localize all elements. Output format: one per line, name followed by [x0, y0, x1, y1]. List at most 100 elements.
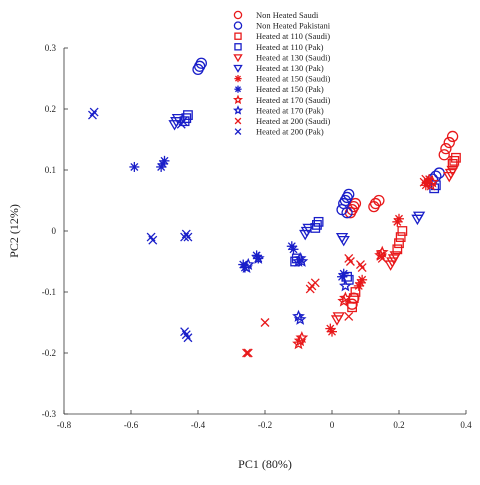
- data-point: [440, 142, 452, 155]
- marker-shape: [328, 327, 336, 336]
- marker-shape: [233, 10, 243, 20]
- legend-marker: [234, 32, 242, 40]
- marker-shape: [146, 232, 156, 242]
- x-tick-label: -0.2: [258, 420, 272, 430]
- legend-label: Heated at 130 (Pak): [256, 63, 324, 73]
- legend-marker: [232, 105, 244, 115]
- marker-shape: [393, 217, 402, 226]
- data-point: [295, 331, 309, 344]
- marker-shape: [181, 330, 191, 340]
- data-point: [392, 216, 403, 227]
- marker-shape: [354, 281, 363, 290]
- marker-shape: [438, 149, 450, 161]
- marker-shape: [339, 291, 352, 304]
- x-tick-label: 0.4: [460, 420, 472, 430]
- marker-shape: [339, 279, 352, 292]
- marker-shape: [305, 284, 315, 294]
- data-point: [299, 229, 312, 241]
- data-point: [330, 315, 344, 326]
- data-point: [447, 158, 458, 169]
- axes: -0.8 -0.6 -0.4 -0.2 0 0.2 0.4 -0.3 -0.2 -0.1 0 0.1 0…: [42, 43, 472, 430]
- legend-marker: [234, 85, 242, 93]
- legend-marker: [233, 64, 243, 73]
- legend-label: Heated at 170 (Saudi): [256, 95, 331, 105]
- marker-shape: [426, 175, 439, 188]
- data-point: [350, 287, 361, 297]
- marker-shape: [451, 152, 461, 163]
- legend-label: Heated at 110 (Pak): [256, 42, 324, 52]
- data-point: [346, 298, 358, 310]
- x-tick-label: -0.4: [191, 420, 206, 430]
- data-point: [368, 200, 380, 213]
- marker-shape: [233, 21, 243, 30]
- marker-shape: [345, 257, 355, 266]
- marker-shape: [234, 32, 242, 40]
- marker-shape: [234, 75, 242, 82]
- data-point: [344, 311, 354, 321]
- data-point: [129, 161, 140, 172]
- legend-label: Heated at 200 (Pak): [256, 127, 324, 137]
- marker-shape: [232, 94, 244, 105]
- data-point: [339, 291, 352, 304]
- marker-shape: [292, 309, 305, 322]
- marker-shape: [440, 142, 452, 155]
- marker-shape: [313, 216, 324, 227]
- marker-shape: [293, 312, 307, 325]
- marker-shape: [346, 298, 358, 310]
- data-point: [178, 116, 188, 126]
- data-point: [357, 274, 368, 285]
- marker-shape: [178, 116, 188, 126]
- y-tick-label: -0.3: [42, 409, 57, 419]
- marker-shape: [310, 278, 320, 288]
- marker-shape: [443, 136, 455, 149]
- legend-marker: [234, 128, 242, 135]
- data-point: [183, 110, 193, 120]
- legend-label: Heated at 130 (Saudi): [256, 52, 331, 62]
- data-point: [148, 235, 158, 245]
- data-point: [347, 302, 358, 313]
- legend-label: Heated at 150 (Saudi): [256, 74, 331, 84]
- marker-shape: [181, 229, 191, 239]
- data-points: [88, 57, 461, 358]
- marker-shape: [384, 260, 397, 271]
- y-tick-label: -0.1: [42, 287, 56, 297]
- data-point: [438, 149, 450, 161]
- marker-shape: [368, 200, 380, 213]
- data-point: [376, 250, 386, 260]
- legend-label: Non Heated Saudi: [256, 10, 319, 20]
- marker-shape: [394, 238, 404, 249]
- marker-shape: [148, 235, 158, 245]
- marker-shape: [179, 116, 190, 127]
- marker-shape: [330, 315, 344, 326]
- data-point: [293, 312, 307, 325]
- legend-label: Non Heated Pakistani: [256, 21, 331, 31]
- data-point: [292, 309, 305, 322]
- marker-shape: [130, 162, 139, 171]
- data-point: [337, 294, 351, 307]
- marker-shape: [344, 253, 354, 263]
- data-point: [397, 226, 408, 236]
- data-point: [313, 216, 324, 227]
- marker-shape: [234, 86, 242, 93]
- data-point: [181, 113, 192, 124]
- data-point: [179, 116, 190, 127]
- marker-shape: [292, 337, 305, 350]
- data-point: [356, 260, 365, 270]
- marker-shape: [341, 207, 353, 219]
- marker-shape: [181, 113, 192, 124]
- legend-marker: [232, 94, 244, 105]
- data-point: [243, 348, 253, 358]
- legend-label: Heated at 110 (Saudi): [256, 31, 330, 41]
- data-point: [353, 280, 364, 291]
- marker-shape: [183, 232, 193, 242]
- marker-shape: [232, 105, 244, 115]
- marker-shape: [419, 177, 429, 187]
- y-tick-label: 0.2: [45, 104, 56, 114]
- marker-shape: [449, 155, 460, 166]
- marker-shape: [326, 324, 335, 333]
- marker-shape: [241, 257, 255, 270]
- legend-marker: [234, 117, 242, 125]
